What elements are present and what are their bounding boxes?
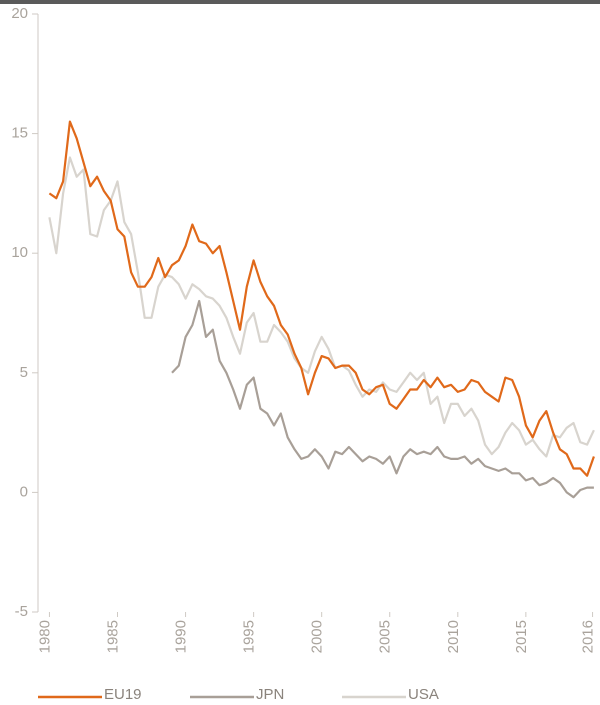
x-tick-label: 2005: [377, 620, 394, 653]
x-tick-label: 2000: [309, 620, 326, 653]
x-tick-label: 1985: [104, 620, 121, 653]
legend-label: USA: [408, 686, 439, 703]
legend-label: JPN: [256, 686, 284, 703]
x-tick-label: 2015: [513, 620, 530, 653]
series-line: [48, 120, 595, 477]
x-tick-label: 1980: [36, 620, 53, 653]
top-bar: [0, 0, 600, 4]
y-tick-label: 20: [11, 5, 28, 22]
y-tick-label: -5: [15, 603, 28, 620]
x-tick-label: 2016: [580, 620, 597, 653]
y-tick-label: 5: [20, 364, 28, 381]
x-tick-label: 2010: [445, 620, 462, 653]
y-tick-label: 15: [11, 125, 28, 142]
legend-label: EU19: [104, 686, 142, 703]
series-line: [48, 156, 595, 458]
x-tick-label: 1995: [241, 620, 258, 653]
y-tick-label: 0: [20, 483, 28, 500]
x-tick-label: 1990: [173, 620, 190, 653]
y-tick-label: 10: [11, 244, 28, 261]
series-line: [171, 299, 594, 499]
